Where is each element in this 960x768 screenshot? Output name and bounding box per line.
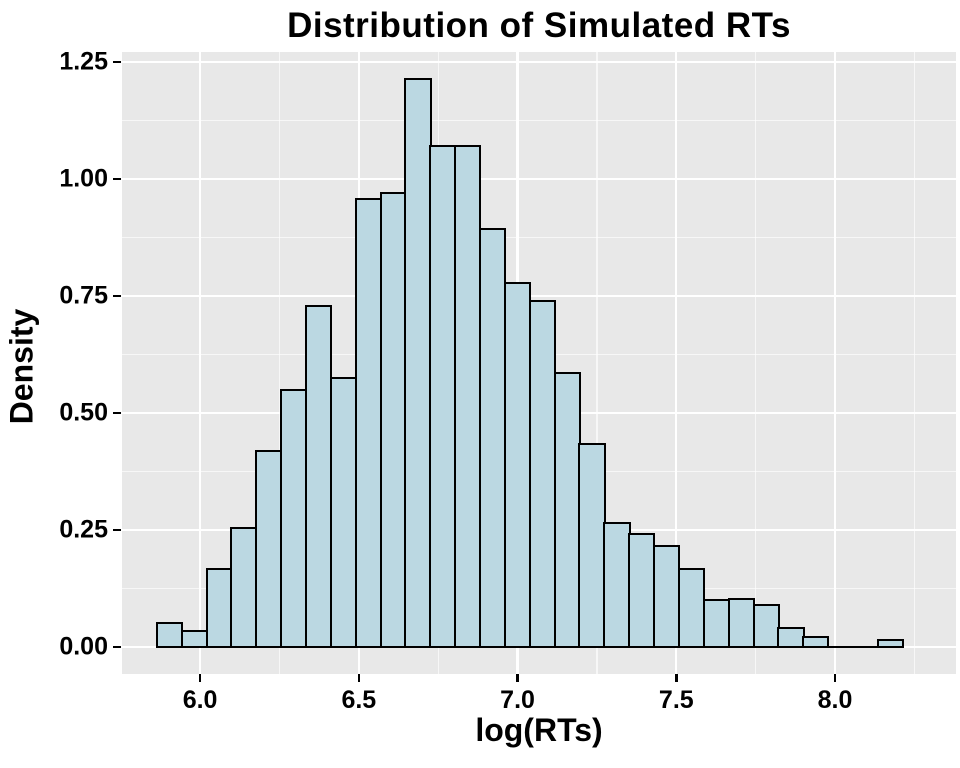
histogram-bar xyxy=(429,144,457,649)
y-tick-label: 0.00 xyxy=(59,632,108,661)
histogram-bar xyxy=(155,621,184,649)
histogram-bar xyxy=(628,532,656,649)
histogram-bar xyxy=(603,521,631,649)
y-axis-tick xyxy=(113,528,121,532)
histogram-bar xyxy=(230,526,258,649)
grid-minor-vertical-line xyxy=(913,52,916,674)
grid-major-vertical-line xyxy=(198,52,202,674)
y-axis-tick xyxy=(113,177,121,181)
x-tick-label: 8.0 xyxy=(817,686,853,714)
grid-minor-vertical-line xyxy=(278,52,281,674)
histogram-bar xyxy=(553,371,581,649)
x-axis-tick xyxy=(516,674,519,682)
histogram-zero-bar xyxy=(851,645,880,649)
grid-minor-vertical-line xyxy=(596,52,598,674)
histogram-bar xyxy=(777,627,805,649)
x-tick-label: 7.5 xyxy=(658,686,694,714)
histogram-bar xyxy=(876,639,905,649)
grid-major-horizontal-line xyxy=(122,60,956,64)
histogram-bar xyxy=(503,281,532,649)
grid-minor-vertical-line xyxy=(754,52,757,674)
y-axis-tick xyxy=(113,294,121,298)
grid-major-horizontal-line xyxy=(122,294,956,298)
histogram-bar xyxy=(205,568,233,649)
grid-major-vertical-line xyxy=(833,52,837,674)
histogram-bar xyxy=(752,604,780,649)
histogram-bar xyxy=(180,630,209,649)
y-tick-label: 1.25 xyxy=(59,47,108,76)
histogram-zero-bar xyxy=(827,645,855,649)
grid-minor-horizontal-line xyxy=(122,119,956,122)
y-axis-tick xyxy=(113,411,121,415)
x-axis-tick xyxy=(198,674,202,682)
y-tick-label: 0.25 xyxy=(59,515,108,544)
histogram-bar xyxy=(578,442,606,649)
x-axis-tick xyxy=(675,674,678,682)
y-tick-label: 0.75 xyxy=(59,281,108,310)
histogram-bar xyxy=(677,568,706,649)
grid-minor-horizontal-line xyxy=(122,236,956,239)
plot-panel xyxy=(122,52,956,674)
histogram-bar xyxy=(404,77,432,649)
y-axis-tick xyxy=(113,60,121,64)
histogram-bar xyxy=(702,598,731,649)
histogram-bar xyxy=(479,227,507,649)
histogram-bar xyxy=(653,545,681,649)
y-tick-label: 0.50 xyxy=(59,398,108,427)
grid-major-horizontal-line xyxy=(122,177,956,181)
chart-title: Distribution of Simulated RTs xyxy=(287,6,791,45)
x-axis-title: log(RTs) xyxy=(475,712,603,748)
x-axis-tick xyxy=(833,674,837,682)
x-tick-label: 6.5 xyxy=(341,686,377,714)
histogram-bar xyxy=(354,197,383,649)
y-axis-title: Density xyxy=(3,308,40,425)
y-tick-label: 1.00 xyxy=(59,164,108,193)
y-axis-tick xyxy=(113,645,121,649)
histogram-bar xyxy=(280,388,308,649)
histogram-bar xyxy=(329,376,358,649)
histogram-bar xyxy=(255,449,283,649)
histogram-bar xyxy=(454,144,482,649)
histogram-bar xyxy=(727,598,755,649)
x-tick-label: 6.0 xyxy=(182,686,218,714)
x-axis-tick xyxy=(357,674,361,682)
grid-major-vertical-line xyxy=(675,52,678,674)
histogram-bar xyxy=(528,299,557,649)
histogram-bar xyxy=(305,305,333,649)
histogram-bar xyxy=(802,635,830,649)
x-tick-label: 7.0 xyxy=(500,686,535,714)
histogram-bar xyxy=(379,191,407,649)
